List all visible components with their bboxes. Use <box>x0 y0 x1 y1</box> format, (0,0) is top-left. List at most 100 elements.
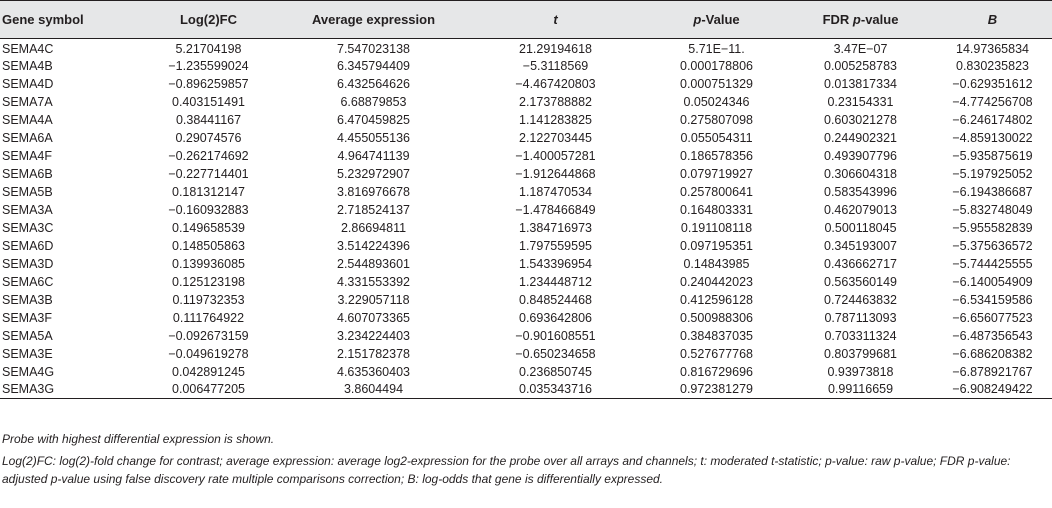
cell-average-expression: 4.607073365 <box>337 310 410 325</box>
cell-p-value: 0.257800641 <box>680 184 753 199</box>
cell-log2fc: 0.042891245 <box>172 364 245 379</box>
cell-average-expression: 3.8604494 <box>281 380 466 399</box>
cell-t: 1.234448712 <box>519 274 592 289</box>
cell-b: −5.935875619 <box>952 148 1033 163</box>
table-row: SEMA6C 0.125123198 4.331553392 1.234448712 0… <box>0 273 1052 291</box>
cell-gene-symbol: SEMA3A <box>2 202 53 217</box>
cell-p-value: 0.972381279 <box>645 380 788 399</box>
cell-gene-symbol: SEMA3D <box>2 256 54 271</box>
cell-b: −6.908249422 <box>933 380 1052 399</box>
cell-b: −6.656077523 <box>952 310 1033 325</box>
cell-t: −5.3118569 <box>522 58 589 73</box>
cell-fdr-p-value: 0.23154331 <box>827 94 894 109</box>
cell-fdr-p-value: 0.306604318 <box>824 166 897 181</box>
cell-t: 1.141283825 <box>519 112 592 127</box>
cell-average-expression: 3.514224396 <box>337 238 410 253</box>
semaphorin-expression-table: Gene symbol Log(2)FC Average expression … <box>0 0 1052 399</box>
table-row: SEMA5B 0.181312147 3.816976678 1.187470534 0… <box>0 183 1052 201</box>
cell-p-value: 0.191108118 <box>680 220 753 235</box>
table-row: SEMA4G 0.042891245 4.635360403 0.236850745 0… <box>0 363 1052 381</box>
header-log2fc: Log(2)FC <box>136 0 281 39</box>
cell-p-value: 0.000751329 <box>680 76 753 91</box>
footnote-abbreviations: Log(2)FC: log(2)-fold change for contras… <box>2 454 1011 486</box>
cell-average-expression: 2.544893601 <box>337 256 410 271</box>
cell-gene-symbol: SEMA4C <box>2 41 54 56</box>
cell-p-value: 5.71E−11. <box>688 41 745 56</box>
cell-p-value: 0.186578356 <box>680 148 753 163</box>
cell-b: −6.878921767 <box>952 364 1033 379</box>
cell-p-value: 0.527677768 <box>680 346 753 361</box>
cell-t: 2.173788882 <box>519 94 592 109</box>
cell-average-expression: 4.635360403 <box>337 364 410 379</box>
cell-average-expression: 2.151782378 <box>337 346 410 361</box>
cell-b: −5.375636572 <box>952 238 1033 253</box>
cell-average-expression: 6.432564626 <box>337 76 410 91</box>
table-row: SEMA3G 0.006477205 3.8604494 0.035343716 0.9… <box>0 380 1052 399</box>
cell-p-value: 0.055054311 <box>680 130 753 145</box>
cell-t: −0.901608551 <box>515 328 596 343</box>
cell-fdr-p-value: 0.724463832 <box>824 292 897 307</box>
table-row: SEMA3C 0.149658539 2.86694811 1.384716973 0.… <box>0 219 1052 237</box>
cell-b: −6.140054909 <box>952 274 1033 289</box>
cell-log2fc: −0.262174692 <box>168 148 249 163</box>
cell-t: 1.384716973 <box>519 220 592 235</box>
table-row: SEMA3F 0.111764922 4.607073365 0.693642806 0… <box>0 309 1052 327</box>
cell-p-value: 0.275807098 <box>680 112 753 127</box>
table-footnotes: Probe with highest differential expressi… <box>2 430 1048 488</box>
cell-gene-symbol: SEMA5A <box>2 328 53 343</box>
cell-average-expression: 4.455055136 <box>337 130 410 145</box>
cell-t: 1.543396954 <box>519 256 592 271</box>
cell-log2fc: 0.149658539 <box>172 220 245 235</box>
cell-fdr-p-value: 0.99116659 <box>788 380 933 399</box>
cell-average-expression: 3.816976678 <box>337 184 410 199</box>
cell-average-expression: 4.964741139 <box>337 148 410 163</box>
cell-average-expression: 6.68879853 <box>340 94 407 109</box>
table-row: SEMA4F −0.262174692 4.964741139 −1.40005728… <box>0 147 1052 165</box>
cell-average-expression: 6.470459825 <box>337 112 410 127</box>
header-average-expression: Average expression <box>281 0 466 39</box>
cell-average-expression: 5.232972907 <box>337 166 410 181</box>
cell-gene-symbol: SEMA4F <box>2 148 53 163</box>
cell-t: 2.122703445 <box>519 130 592 145</box>
cell-fdr-p-value: 3.47E−07 <box>833 41 888 56</box>
cell-log2fc: 0.403151491 <box>172 94 245 109</box>
cell-gene-symbol: SEMA4D <box>2 76 54 91</box>
table-row: SEMA4C 5.21704198 7.547023138 21.29194618 5.… <box>0 39 1052 57</box>
cell-b: −6.487356543 <box>952 328 1033 343</box>
cell-fdr-p-value: 0.93973818 <box>827 364 894 379</box>
cell-gene-symbol: SEMA4G <box>2 364 55 379</box>
cell-log2fc: 0.29074576 <box>175 130 242 145</box>
cell-b: −4.859130022 <box>952 130 1033 145</box>
cell-average-expression: 6.345794409 <box>337 58 410 73</box>
cell-log2fc: 0.125123198 <box>172 274 245 289</box>
table-row: SEMA6D 0.148505863 3.514224396 1.797559595 0… <box>0 237 1052 255</box>
cell-t: 21.29194618 <box>519 41 592 56</box>
cell-t: −1.400057281 <box>515 148 596 163</box>
header-gene-symbol: Gene symbol <box>0 0 136 39</box>
cell-t: −4.467420803 <box>515 76 596 91</box>
cell-log2fc: 0.119732353 <box>172 292 245 307</box>
table-header-row: Gene symbol Log(2)FC Average expression … <box>0 0 1052 39</box>
cell-b: −5.832748049 <box>952 202 1033 217</box>
cell-b: −0.629351612 <box>952 76 1033 91</box>
cell-t: 1.187470534 <box>519 184 592 199</box>
cell-t: −1.478466849 <box>515 202 596 217</box>
table-row: SEMA3E −0.049619278 2.151782378 −0.65023465… <box>0 345 1052 363</box>
cell-log2fc: −0.896259857 <box>168 76 249 91</box>
cell-b: −6.534159586 <box>952 292 1033 307</box>
cell-b: 14.97365834 <box>956 41 1029 56</box>
header-fdr-p-value: FDR p-value <box>788 0 933 39</box>
table-row: SEMA7A 0.403151491 6.68879853 2.173788882 0.… <box>0 93 1052 111</box>
cell-t: 0.236850745 <box>519 364 592 379</box>
cell-fdr-p-value: 0.703311324 <box>824 328 897 343</box>
cell-fdr-p-value: 0.345193007 <box>824 238 897 253</box>
cell-p-value: 0.240442023 <box>680 274 753 289</box>
cell-log2fc: 0.111764922 <box>172 310 245 325</box>
cell-log2fc: 0.38441167 <box>175 112 242 127</box>
cell-p-value: 0.164803331 <box>680 202 753 217</box>
cell-gene-symbol: SEMA3B <box>2 292 53 307</box>
cell-fdr-p-value: 0.603021278 <box>824 112 897 127</box>
cell-log2fc: −0.160932883 <box>168 202 249 217</box>
cell-average-expression: 7.547023138 <box>337 41 410 56</box>
cell-fdr-p-value: 0.244902321 <box>824 130 897 145</box>
